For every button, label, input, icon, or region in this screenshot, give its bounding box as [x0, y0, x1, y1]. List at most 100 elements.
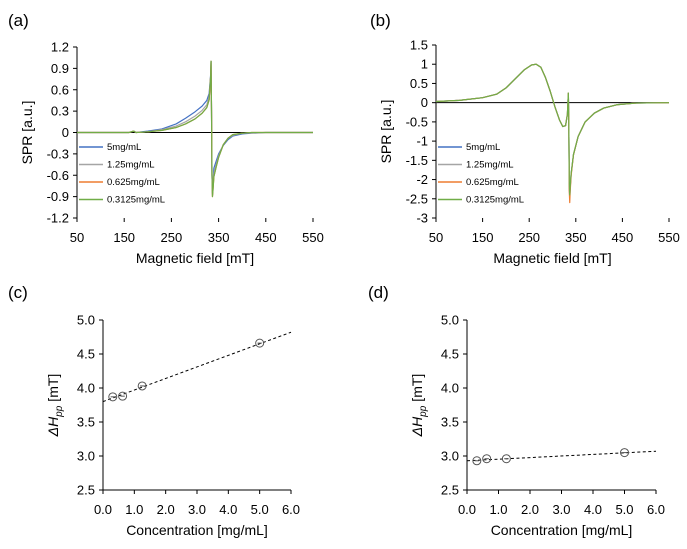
y-tick-label: -1.2 [47, 211, 69, 226]
x-tick-label: 150 [472, 230, 494, 245]
series-line-0-3125mg-mL [435, 63, 670, 196]
data-point [620, 448, 629, 458]
y-tick-label: 0.6 [51, 82, 69, 97]
y-tick-label: 0 [62, 125, 69, 140]
x-tick-label: 3.0 [552, 502, 570, 517]
y-tick-label: 5.0 [441, 313, 459, 328]
x-tick-label: 2.0 [521, 502, 539, 517]
y-tick-label: 4.5 [77, 347, 95, 362]
y-tick-label: 0.3 [51, 104, 69, 119]
series-line-0-3125mg-mL [77, 60, 313, 198]
y-tick-label: -1.5 [406, 153, 428, 168]
x-tick-label: 50 [429, 230, 443, 245]
y-tick-label: 3.0 [77, 449, 95, 464]
x-tick-label: 350 [208, 230, 230, 245]
y-tick-label: -1 [416, 134, 428, 149]
y-tick-label: -2.5 [406, 191, 428, 206]
legend-label: 0.3125mg/mL [107, 195, 165, 206]
point-marker [501, 454, 511, 464]
panel-d: (d) 2.5 3.0 3.5 4.0 4.5 5.0 0.0 1.0 2.0 3.0 4.0 5.0 6… [368, 283, 665, 538]
legend-label: 0.625mg/mL [107, 177, 160, 188]
y-tick-label: 0.9 [51, 61, 69, 76]
y-tick-label: 3.0 [441, 449, 459, 464]
x-tick-label: 5.0 [615, 502, 633, 517]
x-tick-label: 4.0 [584, 502, 602, 517]
x-axis-title: Magnetic field [mT] [493, 250, 611, 266]
y-tick-label: 3.5 [441, 415, 459, 430]
y-tick-label: 1 [421, 57, 428, 72]
y-tick-label: 2.5 [77, 483, 95, 498]
y-axis-title: SPR [a.u.] [378, 100, 394, 164]
legend-label: 5mg/mL [466, 142, 500, 153]
legend: 5mg/mL 1.25mg/mL 0.625mg/mL 0.3125mg/mL [438, 142, 524, 206]
y-axis-title: ΔHpp [mT] [45, 374, 65, 438]
y-tick-label: -2 [416, 172, 428, 187]
x-tick-label: 3.0 [188, 502, 206, 517]
series-line-1-25mg-mL [77, 60, 313, 196]
x-tick-label: 5.0 [251, 502, 269, 517]
y-tick-label: 5.0 [77, 313, 95, 328]
x-tick-label: 350 [565, 230, 587, 245]
y-axis-title-unit: [mT] [409, 374, 425, 402]
legend: 5mg/mL 1.25mg/mL 0.625mg/mL 0.3125mg/mL [79, 142, 165, 206]
series-line-5mg-mL [77, 60, 313, 195]
panel-label-d: (d) [368, 283, 389, 302]
y-axis-title-sub: pp [418, 405, 429, 418]
panel-label-c: (c) [8, 283, 28, 302]
fit-line [102, 331, 292, 403]
data-point [482, 454, 492, 464]
x-tick-label: 0.0 [94, 502, 112, 517]
y-tick-label: -0.3 [47, 146, 69, 161]
y-tick-label: -0.5 [406, 114, 428, 129]
data-point [137, 381, 147, 391]
x-tick-label: 250 [518, 230, 540, 245]
legend-label: 1.25mg/mL [107, 160, 155, 171]
panel-label-b: (b) [370, 11, 391, 30]
data-point [118, 391, 128, 401]
panel-label-a: (a) [8, 11, 29, 30]
x-tick-label: 1.0 [125, 502, 143, 517]
point-marker [472, 456, 482, 466]
y-axis-title-main: ΔH [409, 416, 425, 437]
fit-line [466, 450, 657, 462]
point-marker [108, 392, 118, 402]
y-tick-label: 4.0 [441, 381, 459, 396]
legend-label: 0.625mg/mL [466, 177, 519, 188]
x-tick-label: 50 [70, 230, 84, 245]
x-tick-label: 6.0 [647, 502, 665, 517]
x-tick-label: 1.0 [489, 502, 507, 517]
x-tick-label: 2.0 [157, 502, 175, 517]
y-axis-title: SPR [a.u.] [19, 101, 35, 165]
x-axis-title: Concentration [mg/mL] [491, 522, 633, 538]
y-tick-label: 3.5 [77, 415, 95, 430]
x-axis-title: Concentration [mg/mL] [126, 522, 268, 538]
y-axis-title-sub: pp [54, 405, 65, 418]
y-tick-label: 1.2 [51, 40, 69, 55]
data-point [108, 392, 118, 402]
y-tick-label: -0.9 [47, 189, 69, 204]
y-axis-title-main: ΔH [45, 416, 61, 437]
legend-label: 5mg/mL [107, 142, 141, 153]
data-point [472, 456, 482, 466]
x-tick-label: 4.0 [219, 502, 237, 517]
x-tick-label: 150 [113, 230, 135, 245]
point-marker [118, 391, 128, 401]
x-tick-label: 450 [255, 230, 277, 245]
point-marker [255, 338, 265, 348]
y-tick-label: 2.5 [441, 483, 459, 498]
y-tick-label: 4.5 [441, 347, 459, 362]
y-axis-title: ΔHpp [mT] [409, 374, 429, 438]
x-tick-label: 6.0 [282, 502, 300, 517]
y-axis-title-unit: [mT] [45, 374, 61, 402]
point-marker [482, 454, 492, 464]
x-tick-label: 250 [161, 230, 183, 245]
x-tick-label: 450 [612, 230, 634, 245]
x-tick-label: 550 [302, 230, 324, 245]
x-tick-label: 550 [658, 230, 680, 245]
data-point [255, 338, 265, 348]
y-tick-label: 4.0 [77, 381, 95, 396]
y-tick-label: 0.5 [410, 76, 428, 91]
y-tick-label: 1.5 [410, 38, 428, 53]
point-marker [137, 381, 147, 391]
